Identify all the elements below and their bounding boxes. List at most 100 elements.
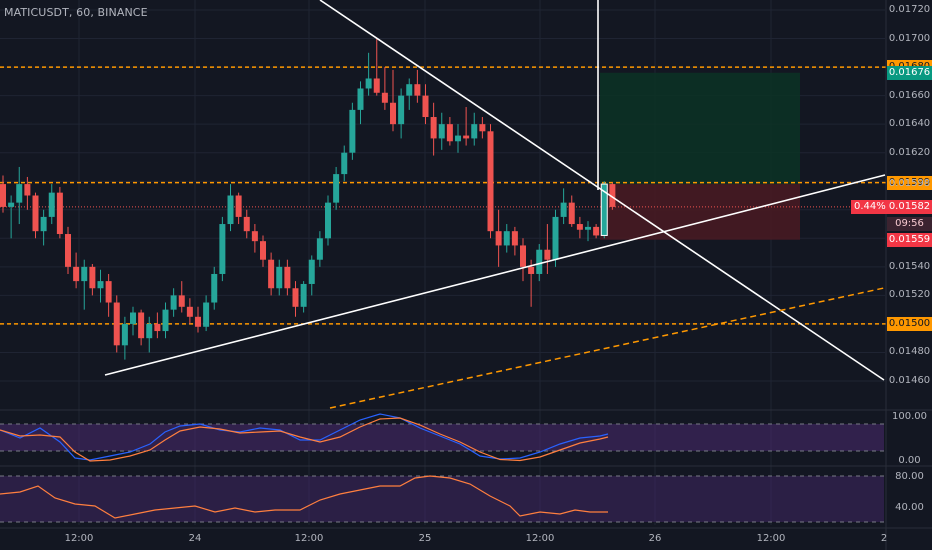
candle-body — [471, 124, 478, 139]
stoch-d-line — [0, 417, 609, 462]
candle-body — [16, 184, 23, 203]
candle-body — [487, 131, 494, 232]
candle-body — [48, 192, 55, 217]
time-tick-label: 2 — [880, 533, 888, 544]
candle-body — [503, 231, 510, 246]
candle-body — [381, 92, 388, 103]
candle-body — [576, 224, 583, 230]
candle-body — [105, 281, 112, 303]
candle-body — [373, 78, 380, 93]
candle-body — [121, 323, 128, 346]
trend-lines[interactable] — [104, 0, 886, 409]
candle-body — [601, 184, 608, 236]
price-tick-label: 0.01520 — [888, 289, 931, 301]
time-tick-label: 24 — [188, 533, 202, 544]
candle-body — [479, 124, 486, 132]
candle-body — [0, 184, 6, 207]
price-tick-label: 0.01720 — [888, 4, 931, 15]
candle-body — [333, 174, 340, 203]
candle-body — [24, 184, 31, 196]
candle-body — [438, 124, 445, 139]
candle-body — [235, 195, 242, 217]
stoch-axis-label: 100.00 — [892, 411, 927, 422]
price-tick-label: 0.01480 — [888, 346, 931, 358]
candle-body — [113, 302, 120, 346]
price-tag: 09:56 — [887, 217, 932, 232]
candle-body — [455, 135, 461, 142]
stoch-axis-label: 0.00 — [898, 455, 921, 466]
candle-body — [511, 231, 518, 246]
candle-body — [609, 184, 616, 207]
candle-body — [268, 259, 275, 289]
price-tag: 0.01599 — [887, 175, 932, 190]
candle-body — [446, 124, 453, 142]
descending-trendline — [319, 0, 885, 381]
candle-body — [203, 302, 210, 327]
candle-body — [349, 109, 356, 153]
candle-body — [406, 84, 413, 96]
candle-body — [568, 202, 575, 225]
time-tick-label: 12:00 — [64, 533, 94, 544]
loss-zone — [600, 184, 800, 240]
candle-body — [365, 78, 372, 89]
rsi-axis-label: 40.00 — [895, 502, 924, 513]
price-tick-label: 0.01460 — [888, 375, 931, 386]
candle-body — [308, 259, 315, 284]
candle-body — [97, 281, 104, 289]
time-tick-label: 26 — [648, 533, 662, 544]
price-tag: 0.01559 — [887, 232, 932, 247]
candle-body — [536, 249, 543, 274]
selected-candle — [600, 183, 608, 236]
candle-body — [162, 309, 169, 332]
candle-body — [585, 226, 591, 230]
candle-body — [8, 202, 15, 207]
parallel-channel-line — [329, 287, 885, 409]
candle-body — [32, 195, 39, 232]
candle-body — [251, 231, 258, 242]
profit-zone — [600, 72, 800, 185]
candle-body — [178, 295, 185, 307]
ascending-trendline — [104, 174, 886, 376]
candle-body — [341, 152, 348, 175]
candle-body — [398, 95, 405, 125]
candle-body — [300, 283, 307, 307]
candle-body — [552, 216, 559, 260]
candle-body — [325, 202, 331, 239]
rsi-band — [0, 476, 884, 522]
price-tag: 0.01660 — [888, 89, 931, 101]
time-tick-label: 25 — [418, 533, 432, 544]
symbol-title[interactable]: MATICUSDT, 60, BINANCE — [4, 6, 148, 19]
candle-body — [284, 266, 291, 289]
candle-body — [276, 266, 283, 289]
candle-body — [81, 266, 88, 282]
candle-body — [593, 226, 600, 236]
candle-body — [390, 102, 396, 125]
price-tick-label: 0.01700 — [888, 32, 931, 44]
indicator-panels — [0, 413, 884, 523]
stoch-band — [0, 424, 884, 451]
candle-body — [211, 273, 218, 303]
percent-change-tag: 0.44% — [851, 199, 889, 214]
candle-body — [89, 266, 96, 289]
candle-body — [73, 266, 80, 282]
candle-body — [292, 288, 299, 307]
candle-body — [146, 323, 153, 339]
price-tick-label: 0.01640 — [888, 118, 931, 130]
price-tag: 0.01676 — [887, 65, 932, 80]
candle-body — [430, 117, 437, 139]
candle-body — [154, 323, 161, 332]
candle-body — [40, 216, 47, 232]
price-tick-label: 0.01620 — [888, 146, 931, 158]
price-tag: 0.01500 — [887, 316, 932, 331]
position-zones[interactable] — [600, 72, 800, 240]
candle-body — [520, 245, 526, 267]
time-tick-label: 12:00 — [756, 533, 786, 544]
candle-body — [316, 238, 323, 260]
price-tag: 0.01582 — [887, 199, 932, 214]
price-tag: 0.01598 — [888, 178, 931, 190]
candle-body — [65, 234, 71, 267]
candle-body — [463, 135, 470, 139]
candle-body — [130, 312, 136, 324]
